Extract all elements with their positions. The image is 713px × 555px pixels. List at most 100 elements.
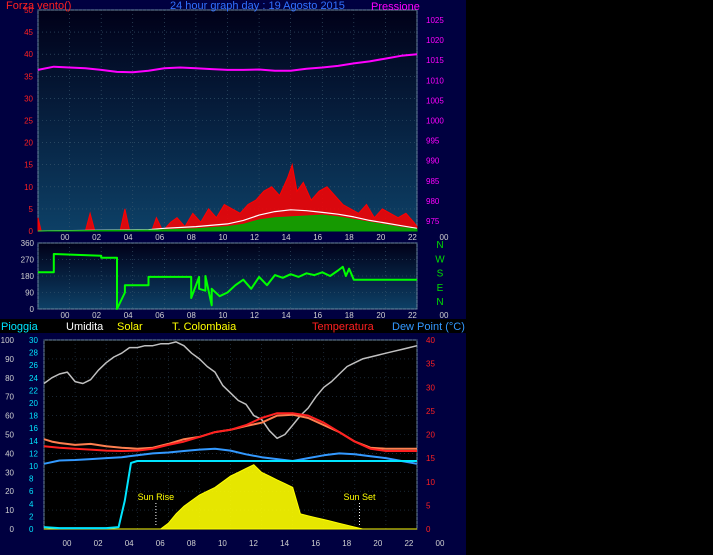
right-blank-area [466, 0, 713, 555]
wind-direction-x-tick-label: 20 [376, 311, 385, 320]
temperature-tick-label: 35 [426, 360, 435, 369]
wind-pressure-x-tick-label: 06 [155, 233, 164, 242]
wind-direction-x-tick-label: 06 [155, 311, 164, 320]
temperature-x-tick-label: 08 [187, 539, 196, 548]
wind-speed-tick-label: 0 [29, 227, 34, 236]
rain-tick-label: 30 [5, 468, 14, 477]
wind-speed-tick-label: 45 [24, 28, 33, 37]
wind-pressure-x-ticks: 00 02 04 06 08 10 12 14 16 18 20 22 00 [61, 233, 449, 242]
temperature-x-tick-label: 14 [280, 539, 289, 548]
humidity-tick-label: 26 [29, 361, 38, 370]
humidity-tick-label: 10 [29, 462, 38, 471]
wind-direction-tick-label: 270 [21, 256, 35, 265]
avg-series [37, 209, 418, 232]
rain-tick-label: 60 [5, 412, 14, 421]
temperature-x-tick-label: 16 [311, 539, 320, 548]
wind-direction-x-tick-label: 04 [124, 311, 133, 320]
temperature-panel: Pioggia Umidita Solar T. Colombaia Temperatu… [0, 319, 466, 548]
temperature-x-tick-label: 06 [156, 539, 165, 548]
wind-direction-x-tick-label: 14 [282, 311, 291, 320]
wind-pressure-x-tick-label: 20 [376, 233, 385, 242]
solar-series [44, 464, 417, 530]
humidity-tick-label: 18 [29, 412, 38, 421]
wind-direction-x-tick-label: 02 [92, 311, 101, 320]
pressure-tick-label: 995 [426, 137, 440, 146]
humidity-tick-label: 22 [29, 386, 38, 395]
rain-tick-label: 40 [5, 449, 14, 458]
pressure-tick-label: 1010 [426, 76, 444, 85]
temperature-x-tick-label: 00 [63, 539, 72, 548]
wind-pressure-x-tick-label: 18 [345, 233, 354, 242]
series-line [43, 447, 418, 465]
wind-direction-tick-label: 180 [21, 272, 35, 281]
temperature-x-tick-label: 04 [125, 539, 134, 548]
wind-speed-tick-label: 10 [24, 183, 33, 192]
rain-tick-label: 70 [5, 393, 14, 402]
wind-direction-tick-label: 0 [30, 305, 35, 314]
series-line [43, 460, 417, 530]
wind-speed-tick-label: 20 [24, 139, 33, 148]
wind-direction-x-tick-label: 12 [250, 311, 259, 320]
compass-label: E [437, 283, 444, 294]
pressure-tick-label: 1005 [426, 96, 444, 105]
temperature-legend-item: Temperatura [312, 321, 375, 333]
temperature-x-tick-label: 20 [373, 539, 382, 548]
temperature-tick-label: 20 [426, 431, 435, 440]
temperature-ticks: 0 5 10 15 20 25 30 35 40 [426, 336, 435, 534]
temperature-tick-label: 10 [426, 478, 435, 487]
compass-label: S [437, 269, 444, 280]
wind-pressure-x-tick-label: 00 [61, 233, 70, 242]
humidity-tick-label: 14 [29, 437, 38, 446]
humidity-tick-label: 30 [29, 336, 38, 345]
temperature-x-tick-label: 00 [436, 539, 445, 548]
series-line [43, 412, 417, 452]
temperature-legend-bar [0, 319, 466, 333]
rain-tick-label: 90 [5, 355, 14, 364]
wind-direction-tick-label: 360 [21, 239, 35, 248]
wind-speed-tick-label: 50 [24, 6, 33, 15]
pressure-tick-label: 990 [426, 157, 440, 166]
temperature-tick-label: 30 [426, 383, 435, 392]
wind-direction-x-tick-label: 16 [313, 311, 322, 320]
wind-direction-series [38, 253, 417, 310]
wind-speed-ticks: 0 5 10 15 20 25 30 35 40 45 50 [24, 6, 33, 236]
wind-speed-tick-label: 15 [24, 161, 33, 170]
wind-speed-axis-label: Forza vento() [6, 0, 71, 12]
wind-pressure-x-tick-label: 04 [124, 233, 133, 242]
rain-tick-label: 80 [5, 374, 14, 383]
wind-pressure-x-tick-label: 22 [408, 233, 417, 242]
humidity-tick-label: 12 [29, 449, 38, 458]
humidity-tick-label: 24 [29, 374, 38, 383]
wind-direction-series [38, 253, 417, 310]
wind-direction-x-tick-label: 10 [218, 311, 227, 320]
humidity-tick-label: 28 [29, 349, 38, 358]
temperature-x-tick-label: 12 [249, 539, 258, 548]
wind-direction-x-tick-label: 22 [408, 311, 417, 320]
wind-direction-x-tick-label: 00 [440, 311, 449, 320]
wind-speed-tick-label: 25 [24, 117, 33, 126]
rain-ticks: 0 10 20 30 40 50 60 70 80 90 100 [1, 336, 15, 534]
pressure-tick-label: 1020 [426, 36, 444, 45]
compass-label: W [435, 254, 445, 265]
temperature-x-tick-label: 10 [218, 539, 227, 548]
rain-tick-label: 50 [5, 431, 14, 440]
compass-label: N [436, 297, 443, 308]
humidity-tick-label: 2 [29, 512, 34, 521]
temperature-legend-item: Solar [117, 321, 143, 333]
wind-pressure-x-tick-label: 12 [250, 233, 259, 242]
temperature-x-tick-label: 18 [342, 539, 351, 548]
wind-pressure-x-tick-label: 16 [313, 233, 322, 242]
sun-marker-label: Sun Rise [138, 492, 175, 502]
humidity-tick-label: 0 [29, 525, 34, 534]
sun-markers: Sun Rise Sun Set [138, 492, 376, 526]
pressure-axis-label: Pressione [371, 1, 420, 13]
temperature-legend-item: Pioggia [1, 321, 39, 333]
humidity-tick-label: 16 [29, 424, 38, 433]
pressure-tick-label: 980 [426, 197, 440, 206]
wind-direction-ticks: 0 90 180 270 360 [21, 239, 35, 314]
wind-pressure-x-tick-label: 02 [92, 233, 101, 242]
Pressione-series [37, 53, 418, 74]
temperature-tick-label: 5 [426, 501, 431, 510]
